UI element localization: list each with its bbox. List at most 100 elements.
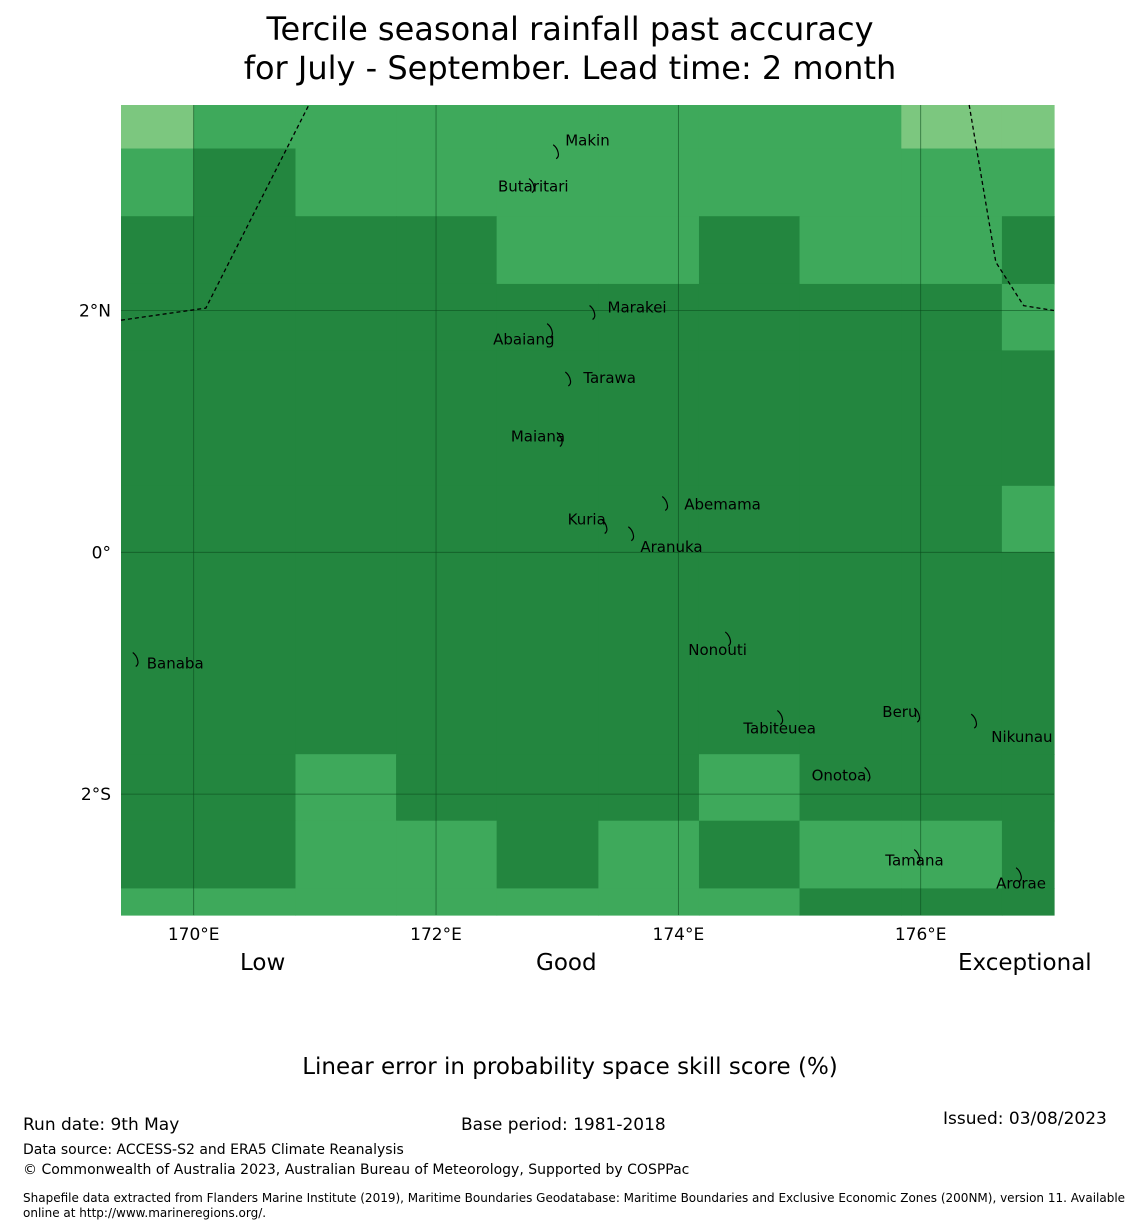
island-label: Arorae: [996, 875, 1046, 893]
island-outline: [970, 713, 978, 729]
skill-grid-cell: [901, 485, 1003, 553]
skill-grid-cell: [295, 820, 397, 890]
y-tick-label: 2°S: [81, 785, 111, 805]
skill-grid-cell: [698, 754, 801, 822]
island-label: Tabiteuea: [742, 720, 816, 738]
skill-grid-cell: [598, 283, 700, 352]
skill-grid-cell: [698, 552, 801, 755]
skill-grid-cell: [799, 148, 902, 217]
skill-grid-cell: [1001, 888, 1055, 916]
title-line-2: for July - September. Lead time: 2 month: [243, 49, 897, 87]
x-tick-label: 176°E: [895, 925, 947, 945]
island-outline: [132, 652, 139, 667]
copyright: © Commonwealth of Australia 2023, Austra…: [23, 1162, 690, 1178]
skill-grid-cell: [598, 820, 700, 890]
skill-grid-cell: [193, 754, 297, 822]
skill-grid-cell: [799, 216, 902, 285]
skill-grid-cell: [698, 820, 801, 890]
skill-grid-cell: [496, 148, 600, 217]
skill-grid-cell: [598, 888, 700, 916]
skill-grid-cell: [121, 350, 195, 487]
skill-grid-cell: [1001, 216, 1055, 285]
skill-grid-cell: [598, 350, 700, 487]
island-label: Maiana: [511, 427, 565, 445]
base-period: Base period: 1981-2018: [461, 1115, 666, 1135]
skill-grid-cell: [295, 485, 397, 553]
eez-boundary-line: [968, 104, 1055, 312]
skill-grid-cell: [1001, 148, 1055, 217]
chart-title: Tercile seasonal rainfall past accuracy …: [0, 10, 1140, 88]
skill-grid-cell: [396, 350, 498, 487]
skill-grid-cell: [193, 350, 297, 487]
island-outline: [627, 526, 635, 542]
skill-grid-cell: [295, 552, 397, 755]
skill-grid-cell: [396, 216, 498, 285]
skill-grid-cell: [901, 283, 1003, 352]
island-label: Makin: [565, 132, 610, 150]
y-tick-label: 0°: [92, 543, 111, 563]
island-outline: [724, 631, 732, 647]
skill-grid-cell: [193, 820, 297, 890]
skill-grid-cell: [598, 148, 700, 217]
skill-grid-cell: [121, 820, 195, 890]
island-label: Onotoa: [812, 766, 867, 784]
island-outline: [913, 849, 921, 865]
skill-grid-cell: [193, 105, 297, 150]
skill-grid-cell: [295, 148, 397, 217]
skill-grid-cell: [598, 754, 700, 822]
skill-grid-cell: [121, 105, 195, 150]
island-outline: [589, 305, 596, 321]
skill-grid-cell: [1001, 754, 1055, 822]
island-label: Aranuka: [640, 538, 702, 556]
title-line-1: Tercile seasonal rainfall past accuracy: [266, 10, 874, 48]
x-tick-label: 172°E: [410, 925, 462, 945]
island-outline: [776, 710, 784, 726]
island-outline: [546, 323, 553, 339]
skill-grid-cell: [496, 552, 600, 755]
skill-grid-cell: [598, 485, 700, 553]
eez-boundary-line: [120, 104, 310, 321]
island-outline: [556, 431, 563, 447]
island-label: Abaiang: [493, 331, 554, 349]
skill-grid-cell: [295, 283, 397, 352]
skill-grid-cell: [799, 283, 902, 352]
skill-grid-cell: [1001, 350, 1055, 487]
skill-grid-cell: [799, 552, 902, 755]
skill-grid-cell: [799, 485, 902, 553]
skill-grid-cell: [396, 754, 498, 822]
skill-grid-cell: [121, 485, 195, 553]
skill-grid-cell: [295, 754, 397, 822]
skill-grid-cell: [1001, 820, 1055, 890]
skill-grid-cell: [799, 820, 902, 890]
island-outline: [564, 371, 572, 387]
skill-grid-cell: [698, 350, 801, 487]
skill-grid-cell: [496, 754, 600, 822]
island-outline: [601, 519, 608, 535]
skill-grid-cell: [1001, 552, 1055, 755]
skill-grid-cell: [496, 350, 600, 487]
skill-grid-cell: [698, 283, 801, 352]
skill-grid-cell: [121, 283, 195, 352]
skill-grid-cell: [1001, 105, 1055, 150]
skill-grid-cell: [121, 216, 195, 285]
skill-grid-cell: [698, 148, 801, 217]
island-label: Tamana: [884, 852, 943, 870]
x-tick-label: 174°E: [653, 925, 705, 945]
skill-grid-cell: [193, 888, 297, 916]
skill-grid-cell: [799, 350, 902, 487]
island-label: Nonouti: [688, 641, 747, 659]
island-outline: [552, 144, 560, 160]
skill-grid-cell: [396, 820, 498, 890]
skill-grid-cell: [901, 105, 1003, 150]
skill-grid-cell: [396, 283, 498, 352]
skill-grid-cell: [901, 888, 1003, 916]
skill-grid-cell: [901, 350, 1003, 487]
skill-grid-cell: [121, 148, 195, 217]
skill-grid-cell: [698, 216, 801, 285]
island-label: Beru: [882, 703, 917, 721]
skill-grid-cell: [396, 552, 498, 755]
map-and-colorbar: Makin Butaritari Marakei Abaiang Tarawa Maian…: [79, 104, 1055, 945]
skill-grid-cell: [698, 485, 801, 553]
colorbar-heading-low: Low: [240, 950, 286, 976]
data-source: Data source: ACCESS-S2 and ERA5 Climate …: [23, 1142, 404, 1158]
